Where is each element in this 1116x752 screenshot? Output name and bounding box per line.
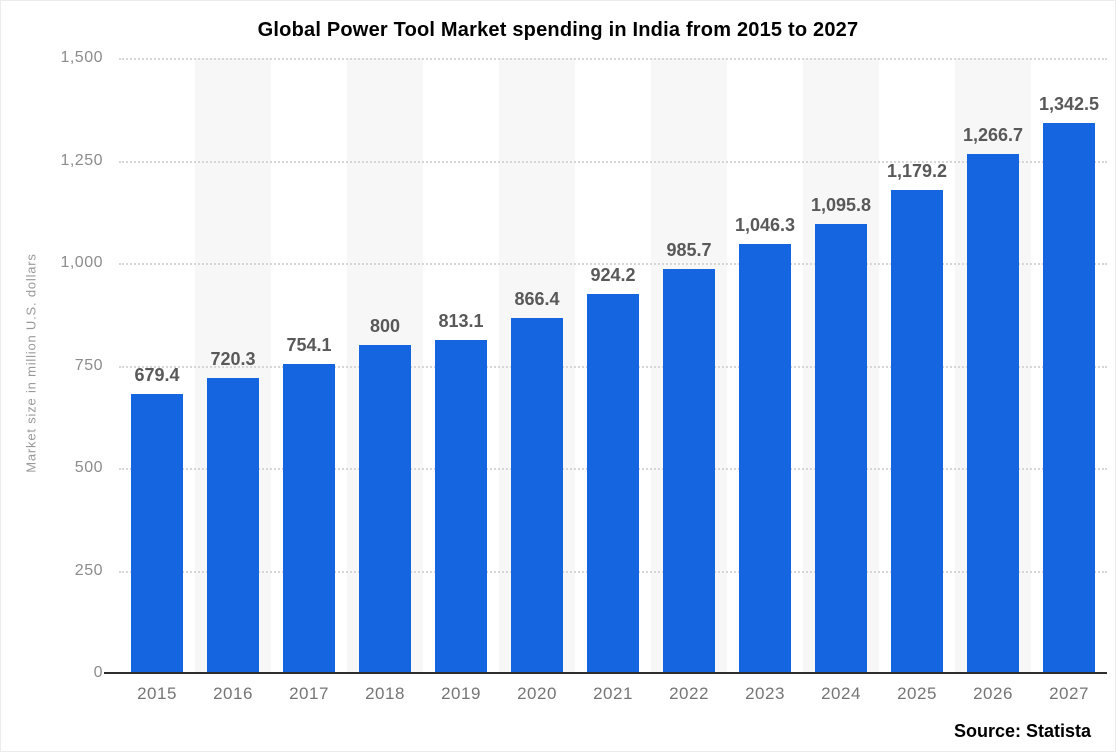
y-tick-label: 1,250 — [60, 151, 103, 169]
bar-2016 — [207, 377, 259, 673]
value-label-2024: 1,095.8 — [810, 194, 872, 215]
value-label-2021: 924.2 — [590, 265, 636, 286]
value-label-2019: 813.1 — [438, 310, 484, 331]
y-axis-tick-labels: 0 250 500 750 1,000 1,250 1,500 — [1, 49, 103, 681]
plot-area: 679.4 2015 720.3 2016 754.1 2017 800 2018 813.1 2… — [104, 58, 1107, 703]
bar-2019 — [435, 339, 487, 673]
y-tick-label: 0 — [93, 664, 103, 681]
source-label: Source: Statista — [953, 721, 1091, 741]
bar-2023 — [739, 244, 791, 673]
bar-column-2021: 924.2 2021 — [575, 58, 651, 703]
bar-column-2017: 754.1 2017 — [271, 58, 347, 703]
value-label-2015: 679.4 — [134, 365, 180, 386]
gridline-1500 — [119, 58, 1107, 60]
x-tick-label-2021: 2021 — [593, 684, 633, 703]
chart-title: Global Power Tool Market spending in Ind… — [257, 19, 859, 41]
bar-2026 — [967, 153, 1019, 673]
value-label-2022: 985.7 — [666, 239, 712, 260]
gridline-1000 — [119, 263, 1107, 265]
value-label-2016: 720.3 — [210, 348, 256, 369]
x-tick-label-2018: 2018 — [365, 684, 405, 703]
x-tick-label-2023: 2023 — [745, 684, 785, 703]
value-label-2018: 800 — [369, 316, 401, 337]
y-tick-label: 250 — [74, 561, 103, 579]
bar-2027 — [1043, 122, 1095, 673]
y-tick-label: 1,500 — [60, 49, 103, 66]
bar-column-2025: 1,179.2 2025 — [879, 58, 955, 703]
bar-2025 — [891, 189, 943, 673]
x-tick-label-2024: 2024 — [821, 684, 861, 703]
x-tick-label-2027: 2027 — [1049, 684, 1089, 703]
bar-column-2026: 1,266.7 2026 — [955, 58, 1031, 703]
y-tick-label: 750 — [74, 356, 103, 374]
x-tick-label-2016: 2016 — [213, 684, 253, 703]
bar-2017 — [283, 363, 335, 673]
x-tick-label-2017: 2017 — [289, 684, 329, 703]
bar-2018 — [359, 345, 411, 673]
bar-column-2027: 1,342.5 2027 — [1031, 58, 1107, 703]
x-tick-label-2020: 2020 — [517, 684, 557, 703]
bar-2022 — [663, 268, 715, 673]
x-tick-label-2022: 2022 — [669, 684, 709, 703]
y-tick-label: 500 — [74, 459, 103, 476]
bar-column-2015: 679.4 2015 — [119, 58, 195, 703]
bar-column-2019: 813.1 2019 — [423, 58, 499, 703]
y-tick-label: 1,000 — [60, 254, 103, 271]
value-label-2020: 866.4 — [514, 288, 560, 309]
value-label-2025: 1,179.2 — [886, 160, 948, 181]
x-tick-label-2026: 2026 — [973, 684, 1013, 703]
value-label-2026: 1,266.7 — [962, 124, 1024, 145]
bar-2024 — [815, 223, 867, 673]
bar-column-2023: 1,046.3 2023 — [727, 58, 803, 703]
value-label-2023: 1,046.3 — [734, 215, 796, 236]
bar-2020 — [511, 317, 563, 673]
value-label-2017: 754.1 — [286, 334, 332, 355]
x-tick-label-2015: 2015 — [137, 684, 177, 703]
x-axis-baseline — [104, 672, 1107, 674]
gridline-1250 — [119, 160, 1107, 163]
value-label-2027: 1,342.5 — [1038, 93, 1100, 114]
bar-2015 — [131, 394, 183, 673]
bar-2021 — [587, 294, 639, 673]
x-tick-label-2025: 2025 — [897, 684, 937, 703]
x-tick-label-2019: 2019 — [441, 684, 481, 703]
